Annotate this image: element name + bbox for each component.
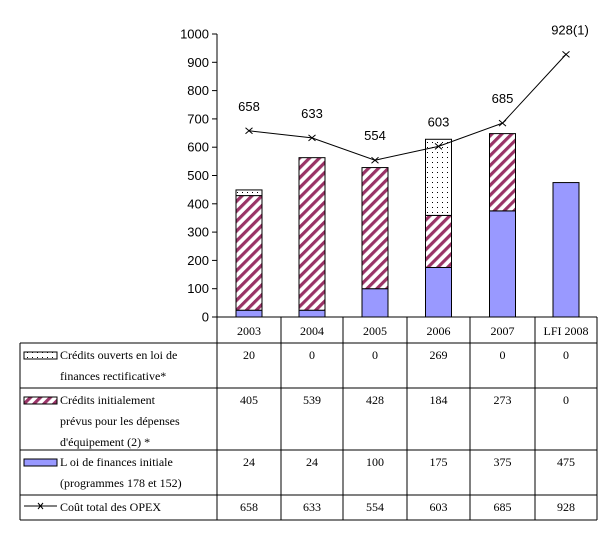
x-marker-stroke — [308, 134, 316, 142]
data-label: 685 — [492, 91, 514, 106]
legend-label: prévus pour les dépenses — [60, 414, 180, 428]
y-tick-label: 900 — [187, 55, 209, 70]
x-marker-icon — [434, 142, 443, 150]
table-cell-value: 20 — [243, 348, 255, 362]
data-table: 2003 2004 2005 2006 2007 LFI 2008 Crédits ouve… — [19, 316, 598, 521]
x-marker-icon — [308, 134, 316, 142]
table-cell-value: 928 — [557, 500, 575, 514]
bar-dots-2003 — [235, 189, 263, 197]
table-cell-value: 658 — [240, 500, 258, 514]
table-cell-value: 0 — [500, 348, 506, 362]
table-cell-value: 685 — [494, 500, 512, 514]
legend-key-diagonal-stripes-icon — [23, 396, 58, 405]
total-opex-line — [248, 54, 567, 161]
bars — [235, 133, 580, 318]
table-cell-value: 603 — [430, 500, 448, 514]
table-cell-value: 100 — [366, 455, 384, 469]
bar-solid-2003 — [235, 309, 263, 318]
x-marker-stroke — [498, 119, 507, 127]
x-marker-icon — [371, 156, 379, 164]
bar-dots-2006 — [425, 138, 452, 216]
bar-solid-lfi-2008 — [552, 182, 580, 318]
data-label: 658 — [238, 99, 260, 114]
legend-label: finances rectificative* — [60, 369, 166, 383]
y-tick-label: 700 — [187, 111, 209, 126]
total-line: 658 633 554 603 685 928(1) — [238, 22, 589, 164]
table-cell-value: 539 — [303, 393, 321, 407]
x-marker-icon — [245, 127, 253, 135]
x-marker-stroke — [245, 127, 253, 135]
bar-diagonal-stripes-2003 — [235, 195, 263, 311]
x-category-label: 2007 — [491, 324, 515, 338]
y-tick-label: 500 — [187, 168, 209, 183]
x-marker-icon — [498, 119, 507, 127]
table-cell-value: 0 — [309, 348, 315, 362]
y-tick-label: 100 — [187, 281, 209, 296]
x-marker-stroke — [371, 156, 379, 164]
table-cell-value: 428 — [366, 393, 384, 407]
x-category-label: 2006 — [427, 324, 451, 338]
table-cell-value: 269 — [430, 348, 448, 362]
data-label: 554 — [364, 128, 386, 143]
bar-diagonal-stripes-2007 — [489, 133, 516, 212]
y-axis: 0 100 200 300 400 500 600 700 800 900 1000 — [180, 27, 218, 325]
table-cell-value: 0 — [372, 348, 378, 362]
legend-label: d'équipement (2) * — [60, 435, 150, 449]
data-label: 633 — [301, 106, 323, 121]
y-tick-label: 200 — [187, 253, 209, 268]
data-label: 928(1) — [551, 22, 589, 37]
table-cell-value: 24 — [243, 455, 255, 469]
bar-solid-2006 — [425, 266, 452, 318]
legend-label: Crédits ouverts en loi de — [60, 348, 177, 362]
bar-solid-2005 — [361, 288, 389, 318]
table-cell-value: 0 — [563, 393, 569, 407]
y-tick-label: 600 — [187, 140, 209, 155]
x-marker-icon — [562, 50, 570, 58]
bar-diagonal-stripes-2004 — [298, 157, 326, 311]
bar-solid-2004 — [298, 309, 326, 318]
bar-diagonal-stripes-2005 — [361, 167, 389, 290]
bar-diagonal-stripes-2006 — [425, 214, 452, 268]
legend-key-line-x-icon — [24, 502, 57, 510]
y-tick-label: 300 — [187, 225, 209, 240]
x-category-label: 2005 — [363, 324, 387, 338]
table-cell-value: 0 — [563, 348, 569, 362]
x-marker-stroke — [562, 50, 570, 58]
x-marker-stroke — [434, 142, 443, 150]
bar-solid-2007 — [489, 210, 516, 318]
table-cell-value: 24 — [306, 455, 318, 469]
y-tick-label: 800 — [187, 83, 209, 98]
table-cell-value: 175 — [430, 455, 448, 469]
x-category-label: 2004 — [300, 324, 324, 338]
legend-key-solid-icon — [23, 458, 58, 467]
legend-x-stroke — [37, 502, 44, 510]
legend-label: Coût total des OPEX — [60, 500, 161, 514]
table-cell-value: 554 — [366, 500, 384, 514]
x-category-label: 2003 — [237, 324, 261, 338]
legend-label: Crédits initialement — [60, 393, 156, 407]
table-cell-value: 375 — [494, 455, 512, 469]
y-tick-label: 1000 — [180, 27, 209, 42]
y-tick-label: 0 — [202, 310, 209, 325]
table-cell-value: 475 — [557, 455, 575, 469]
table-cell-value: 633 — [303, 500, 321, 514]
table-cell-value: 184 — [430, 393, 448, 407]
table-cell-value: 405 — [240, 393, 258, 407]
legend-label: (programmes 178 et 152) — [60, 476, 182, 490]
legend-label: L oi de finances initiale — [60, 455, 173, 469]
y-tick-label: 400 — [187, 196, 209, 211]
data-label: 603 — [428, 114, 450, 129]
x-category-label: LFI 2008 — [544, 324, 589, 338]
table-cell-value: 273 — [494, 393, 512, 407]
legend-key-dots-icon — [23, 351, 58, 360]
